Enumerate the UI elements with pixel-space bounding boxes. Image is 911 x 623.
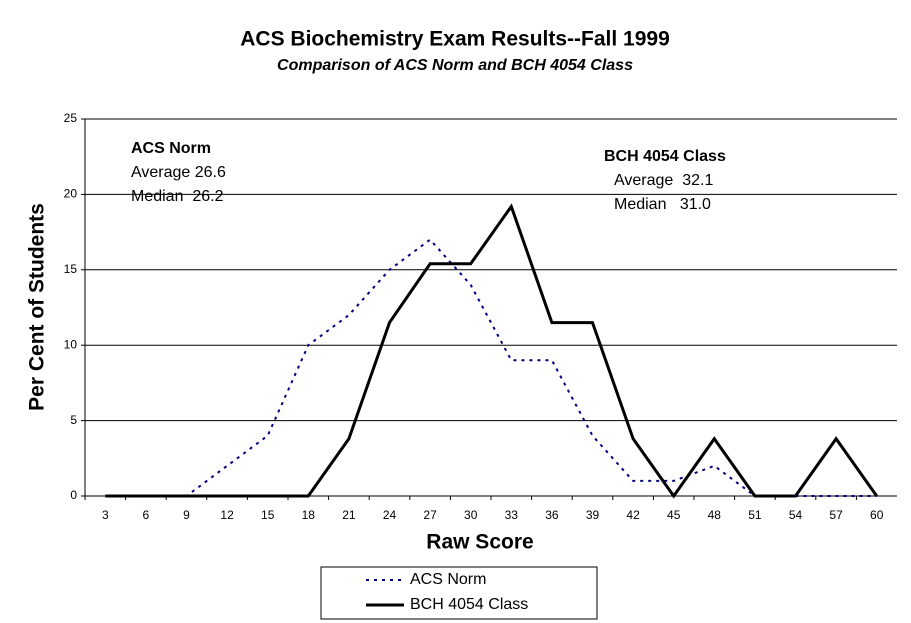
x-tick-label: 54 (789, 508, 803, 522)
y-tick-label: 5 (70, 413, 77, 427)
x-tick-label: 45 (667, 508, 681, 522)
x-tick-label: 33 (505, 508, 519, 522)
chart-subtitle: Comparison of ACS Norm and BCH 4054 Clas… (277, 57, 633, 74)
y-tick-label: 25 (64, 111, 78, 125)
x-tick-label: 36 (545, 508, 559, 522)
annotation-title: ACS Norm (131, 140, 211, 157)
x-tick-label: 60 (870, 508, 884, 522)
y-tick-label: 20 (64, 187, 78, 201)
y-tick-label: 15 (64, 262, 78, 276)
x-tick-label: 42 (626, 508, 640, 522)
x-tick-label: 39 (586, 508, 600, 522)
x-tick-label: 24 (383, 508, 397, 522)
x-tick-label: 12 (220, 508, 234, 522)
x-tick-label: 18 (302, 508, 316, 522)
x-tick-label: 21 (342, 508, 356, 522)
annotation-text: Average 26.6 (131, 164, 226, 181)
x-tick-label: 3 (102, 508, 109, 522)
x-tick-label: 30 (464, 508, 478, 522)
chart-title: ACS Biochemistry Exam Results--Fall 1999 (240, 28, 670, 51)
x-tick-label: 51 (748, 508, 762, 522)
legend-label: ACS Norm (410, 571, 486, 588)
y-tick-label: 0 (70, 488, 77, 502)
y-axis-label: Per Cent of Students (26, 203, 49, 411)
x-tick-label: 57 (829, 508, 843, 522)
x-axis-label: Raw Score (426, 531, 533, 554)
x-tick-label: 15 (261, 508, 275, 522)
data-line (105, 203, 878, 499)
legend-box (320, 566, 598, 620)
annotation-text: Median 31.0 (614, 196, 711, 213)
y-tick-label: 10 (64, 337, 78, 351)
annotation-text: Average 32.1 (614, 172, 713, 189)
annotation-title: BCH 4054 Class (604, 148, 726, 165)
x-tick-label: 6 (143, 508, 150, 522)
x-tick-label: 27 (423, 508, 437, 522)
legend-label: BCH 4054 Class (410, 596, 528, 613)
x-tick-label: 48 (708, 508, 722, 522)
x-tick-label: 9 (183, 508, 190, 522)
annotation-text: Median 26.2 (131, 188, 224, 205)
